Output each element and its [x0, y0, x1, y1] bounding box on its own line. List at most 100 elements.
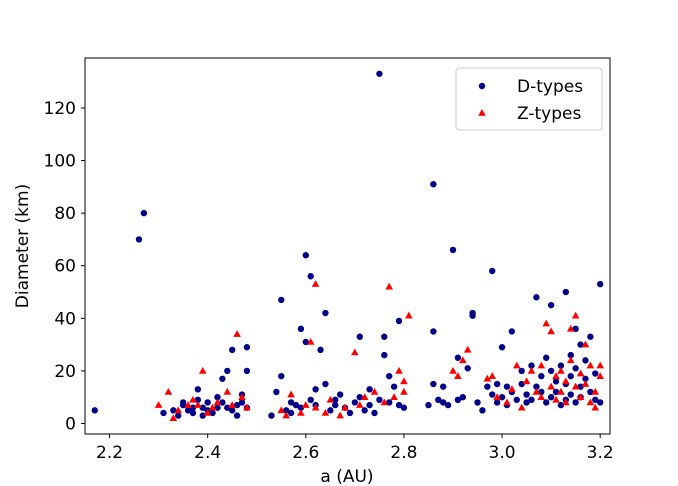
d-type-point — [322, 309, 329, 317]
d-type-point — [214, 393, 221, 401]
d-type-point — [386, 372, 393, 380]
d-type-point — [439, 383, 447, 390]
z-type-point — [380, 398, 389, 406]
z-type-point — [355, 401, 364, 408]
d-type-point — [395, 401, 403, 409]
x-axis-label: a (AU) — [320, 467, 373, 486]
d-type-point — [179, 399, 187, 406]
d-type-point — [268, 412, 275, 419]
z-type-point — [194, 401, 202, 408]
d-type-point — [135, 236, 143, 243]
y-axis-label: Diameter (km) — [13, 184, 33, 308]
z-type-point — [517, 403, 526, 411]
d-type-point — [390, 383, 398, 390]
z-type-point — [164, 387, 173, 395]
z-type-point — [566, 356, 575, 364]
z-type-point — [208, 403, 217, 411]
z-type-point — [454, 372, 462, 379]
legend-label: D-types — [517, 77, 583, 97]
d-type-point — [199, 404, 206, 411]
d-type-point — [302, 338, 309, 346]
d-type-point — [587, 333, 594, 340]
d-type-point — [322, 380, 329, 388]
z-type-point — [189, 395, 197, 403]
z-type-point — [360, 393, 369, 400]
d-type-point — [459, 393, 467, 401]
d-type-point — [547, 301, 555, 309]
d-type-point — [317, 346, 324, 354]
d-type-point — [228, 407, 236, 414]
z-type-point — [174, 406, 183, 414]
d-type-point — [194, 386, 202, 393]
d-type-point — [287, 409, 295, 417]
z-type-point — [571, 382, 580, 390]
z-type-point — [336, 411, 344, 419]
d-type-point — [332, 396, 339, 404]
d-type-point — [596, 280, 604, 288]
d-type-point — [577, 341, 584, 348]
z-type-point — [562, 377, 570, 385]
z-type-point — [527, 366, 536, 374]
legend-box — [455, 67, 603, 131]
d-type-point — [454, 354, 462, 361]
d-type-point — [214, 404, 221, 411]
d-type-point — [538, 372, 545, 380]
z-type-point — [537, 361, 546, 369]
z-type-point — [287, 390, 295, 398]
d-type-point — [557, 401, 565, 409]
legend-label: Z-types — [517, 104, 581, 124]
z-type-point — [596, 372, 604, 379]
z-type-point — [586, 361, 595, 369]
z-type-point — [311, 280, 320, 287]
z-type-point — [233, 330, 241, 337]
d-type-point — [587, 388, 594, 396]
z-type-point — [223, 387, 232, 395]
data-points — [91, 70, 604, 422]
d-type-point — [582, 357, 589, 364]
y-tick-label: 20 — [54, 362, 76, 382]
d-type-point — [543, 399, 550, 406]
d-type-point — [233, 412, 241, 419]
d-type-point — [243, 344, 251, 351]
z-type-point — [566, 324, 575, 332]
z-type-point — [571, 311, 580, 319]
z-type-point — [547, 382, 555, 390]
d-type-point — [307, 273, 314, 280]
y-tick-label: 100 — [44, 152, 76, 172]
z-type-point — [542, 319, 551, 327]
d-type-point — [209, 409, 216, 417]
d-type-point — [552, 378, 560, 385]
d-type-point — [278, 296, 285, 304]
z-type-point — [238, 393, 246, 400]
z-type-point — [169, 414, 178, 422]
d-type-point — [464, 365, 471, 372]
z-type-point — [532, 387, 541, 395]
y-tick-label: 120 — [44, 99, 76, 119]
series-0 — [91, 70, 604, 419]
d-type-point — [528, 362, 535, 369]
d-type-point — [484, 383, 491, 390]
d-type-point — [297, 325, 305, 333]
d-type-point — [233, 401, 241, 409]
d-type-point — [307, 396, 314, 404]
z-type-point — [483, 374, 492, 382]
d-type-point — [572, 325, 579, 333]
d-type-point — [204, 399, 211, 406]
d-type-point — [533, 294, 540, 301]
d-type-point — [361, 407, 368, 414]
z-type-point — [512, 361, 521, 369]
d-type-point — [175, 412, 182, 419]
d-type-point — [238, 399, 246, 406]
z-type-point — [557, 387, 565, 395]
d-type-point — [351, 399, 359, 406]
z-type-point — [154, 401, 163, 408]
d-type-point — [140, 209, 148, 217]
z-type-point — [243, 403, 251, 411]
z-type-point — [522, 377, 531, 385]
d-type-point — [282, 407, 290, 414]
z-type-point — [306, 337, 315, 345]
z-type-point — [576, 369, 585, 377]
x-tick-label: 2.8 — [390, 443, 417, 463]
z-type-point — [351, 348, 359, 356]
